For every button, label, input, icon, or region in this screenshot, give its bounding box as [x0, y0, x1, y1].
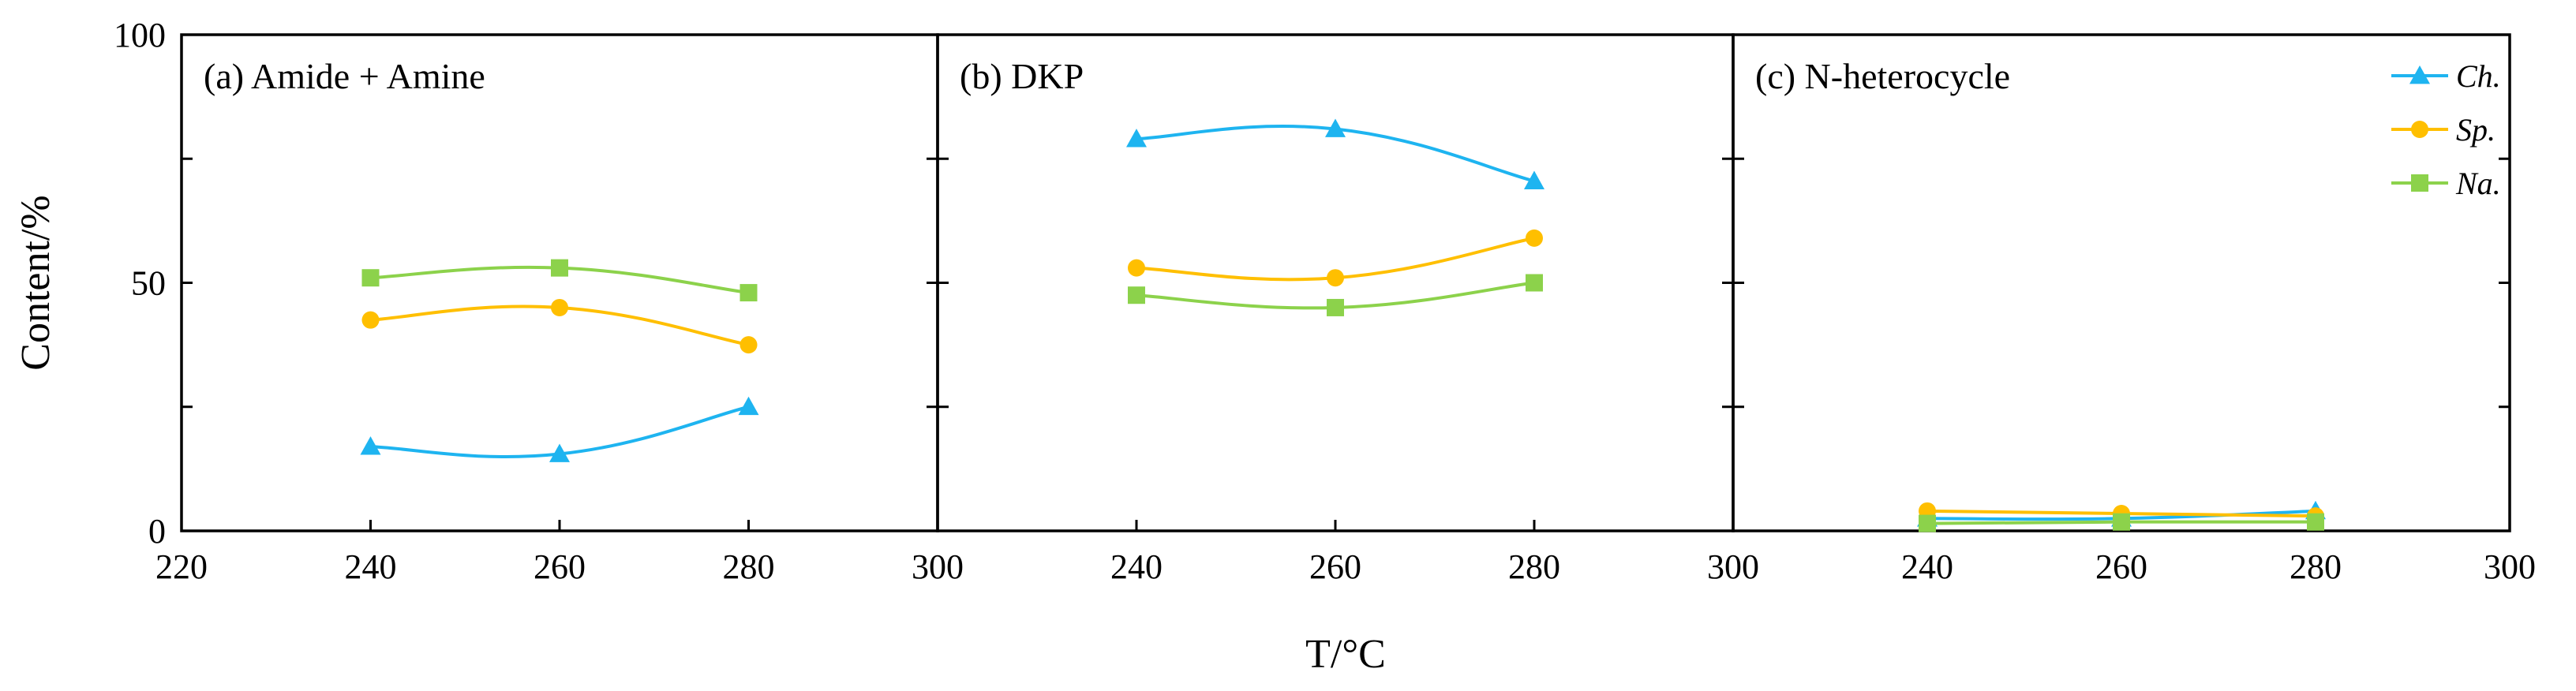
x-tick-label: 300: [2484, 547, 2536, 586]
x-tick-label: 240: [1901, 547, 1953, 586]
data-point: [2113, 513, 2130, 531]
x-tick-label: 220: [155, 547, 208, 586]
legend-label: Na.: [2455, 166, 2501, 201]
panel-title: (c) N-heterocycle: [1755, 56, 2010, 96]
data-point: [361, 269, 380, 287]
x-tick-label: 260: [534, 547, 586, 586]
x-tick-label: 240: [1110, 547, 1163, 586]
data-point: [739, 284, 758, 302]
data-point: [361, 311, 380, 329]
x-tick-label: 280: [723, 547, 775, 586]
data-point: [549, 443, 570, 462]
series-sp: [361, 298, 758, 354]
data-point: [1325, 118, 1346, 137]
panel-2: 240 260 280 300 (b) DKP: [936, 33, 1759, 586]
data-point: [360, 436, 381, 455]
data-point: [1327, 298, 1344, 316]
x-tick-label: 240: [345, 547, 397, 586]
y-tick-label: 0: [148, 512, 166, 551]
legend-marker: [2409, 65, 2430, 84]
data-point: [1126, 129, 1147, 148]
panel-title: (a) Amide + Amine: [204, 56, 485, 96]
data-point: [1919, 514, 1936, 532]
x-axis-title: T/°C: [1305, 632, 1386, 677]
data-point: [738, 396, 759, 416]
data-point: [551, 259, 568, 277]
data-point: [2307, 513, 2324, 531]
x-tick-label: 260: [1309, 547, 1361, 586]
series-ch: [360, 396, 759, 462]
legend-marker: [2411, 121, 2428, 138]
data-point: [1128, 286, 1145, 304]
legend-label: Sp.: [2456, 112, 2496, 148]
x-tick-label: 280: [1508, 547, 1560, 586]
x-tick-label: 300: [912, 547, 964, 586]
legend-item-na: Na.: [2391, 166, 2501, 201]
data-point: [551, 298, 568, 316]
data-point: [1526, 274, 1543, 292]
legend-marker: [2411, 174, 2428, 192]
data-point: [1526, 229, 1543, 247]
data-point: [1128, 259, 1145, 277]
series-na: [1919, 513, 2324, 532]
x-tick-label: 300: [1707, 547, 1759, 586]
series-ch: [1126, 118, 1544, 189]
y-tick-label: 100: [114, 16, 166, 54]
legend-item-ch: Ch.: [2391, 58, 2501, 94]
x-tick-label: 260: [2095, 547, 2147, 586]
panel-title: (b) DKP: [960, 56, 1084, 96]
legend-label: Ch.: [2456, 58, 2501, 94]
panels-layer: 220 240 260 280 300 (a) Amide + Amine 240 260 28…: [114, 16, 2536, 586]
legend: Ch. Sp. Na.: [2391, 58, 2501, 201]
panel-3: 240 260 280 300 (c) N-heterocycle: [1732, 33, 2536, 586]
series-na: [1128, 274, 1543, 316]
legend-item-sp: Sp.: [2391, 112, 2496, 148]
y-tick-label: 50: [131, 264, 166, 303]
panel-frame: [1732, 33, 2511, 532]
panel-1: 220 240 260 280 300 (a) Amide + Amine: [155, 33, 964, 586]
data-point: [739, 336, 758, 354]
series-sp: [1128, 229, 1543, 287]
data-point: [1524, 170, 1544, 189]
series-na: [361, 259, 758, 302]
y-axis-title: Content/%: [13, 195, 58, 370]
x-tick-label: 280: [2290, 547, 2342, 586]
data-point: [1327, 269, 1344, 287]
